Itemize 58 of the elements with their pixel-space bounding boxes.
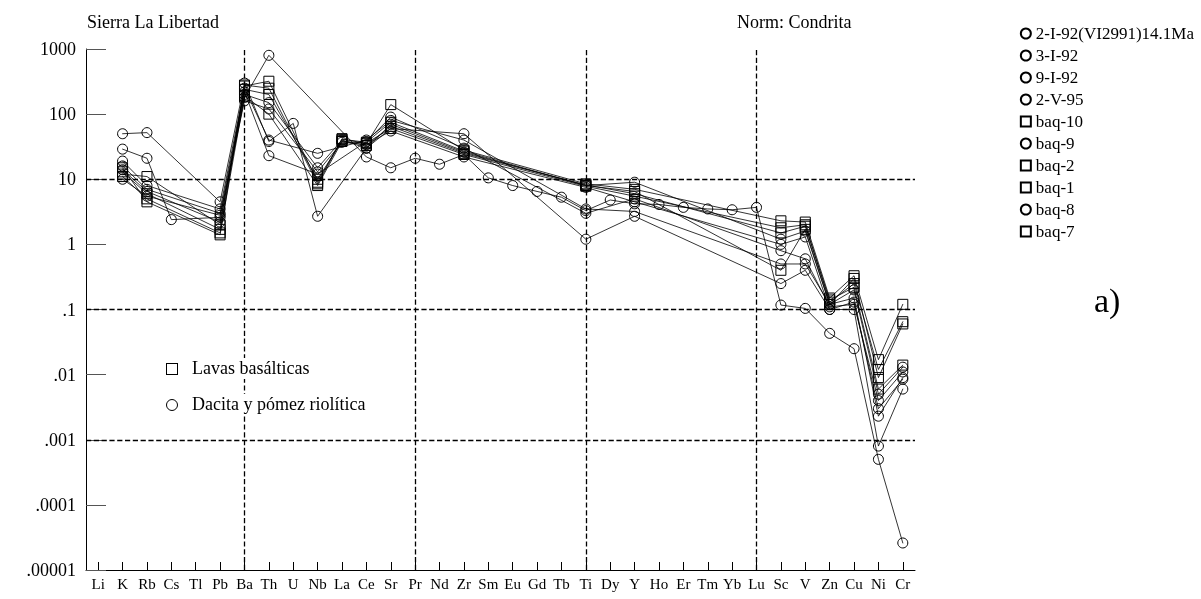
x-tick-label: Pr [408,575,422,592]
legend-label: baq-8 [1035,200,1075,219]
x-tick-label: Cr [895,575,911,592]
x-tick-label: Ba [236,575,254,592]
x-tick-label: Er [676,575,691,592]
x-tick-label: Nb [308,575,327,592]
legend-label: baq-10 [1035,112,1084,131]
legend-label: baq-9 [1035,134,1075,153]
x-tick-label: Rb [138,575,156,592]
legend-label: 3-I-92 [1035,46,1079,65]
x-tick-label: Dy [601,575,620,592]
x-tick-label: V [799,575,811,592]
x-tick-label: Ti [579,575,593,592]
chart-title: Sierra La Libertad [87,12,219,32]
x-tick-label: Ni [870,575,886,592]
legend-label: baq-2 [1035,156,1075,175]
legend-label: 2-I-92(VI2991)14.1Ma [1035,24,1195,43]
x-tick-label: Cu [845,575,864,592]
x-tick-label: La [334,575,351,592]
x-tick-label: Zn [821,575,839,592]
x-tick-label: Ho [649,575,669,592]
x-tick-label: K [117,575,129,592]
x-tick-label: Sr [384,575,398,592]
x-tick-label: Sc [773,575,789,592]
x-tick-label: Zr [456,575,472,592]
y-tick-label: .01 [53,364,76,385]
y-tick-label: 1 [67,234,76,255]
y-tick-label: 10 [58,169,76,190]
y-tick-label: 100 [49,104,76,125]
x-tick-label: Nd [430,575,450,592]
y-tick-label: .001 [44,429,76,450]
chart-subtitle: Norm: Condrita [737,12,852,32]
legend-label: baq-1 [1035,178,1075,197]
y-tick-label: .1 [62,299,76,320]
x-tick-label: Y [629,575,641,592]
x-tick-label: U [287,575,299,592]
text: a) [1092,282,1123,320]
x-tick-label: Gd [527,575,547,592]
x-tick-label: Lu [748,575,766,592]
y-tick-label: 1000 [40,39,76,59]
legend-label: 9-I-92 [1035,68,1079,87]
legend-label: 2-V-95 [1035,90,1084,109]
y-tick-label: .00001 [26,560,76,580]
x-tick-label: Th [260,575,278,592]
x-tick-label: Pb [212,575,229,592]
x-tick-label: Tb [553,575,570,592]
x-tick-label: Ce [358,575,376,592]
x-tick-label: Sm [478,575,499,592]
x-tick-label: Tl [189,575,203,592]
annotation: Lavas basálticas [190,358,312,379]
x-tick-label: Eu [504,575,522,592]
x-tick-label: Li [91,575,105,592]
x-tick-label: Cs [163,575,180,592]
x-tick-label: Yb [722,575,742,592]
y-tick-label: .0001 [35,494,76,515]
x-tick-label: Tm [697,575,719,592]
legend-label: baq-7 [1035,222,1076,241]
annotation: Dacita y pómez riolítica [190,394,368,415]
